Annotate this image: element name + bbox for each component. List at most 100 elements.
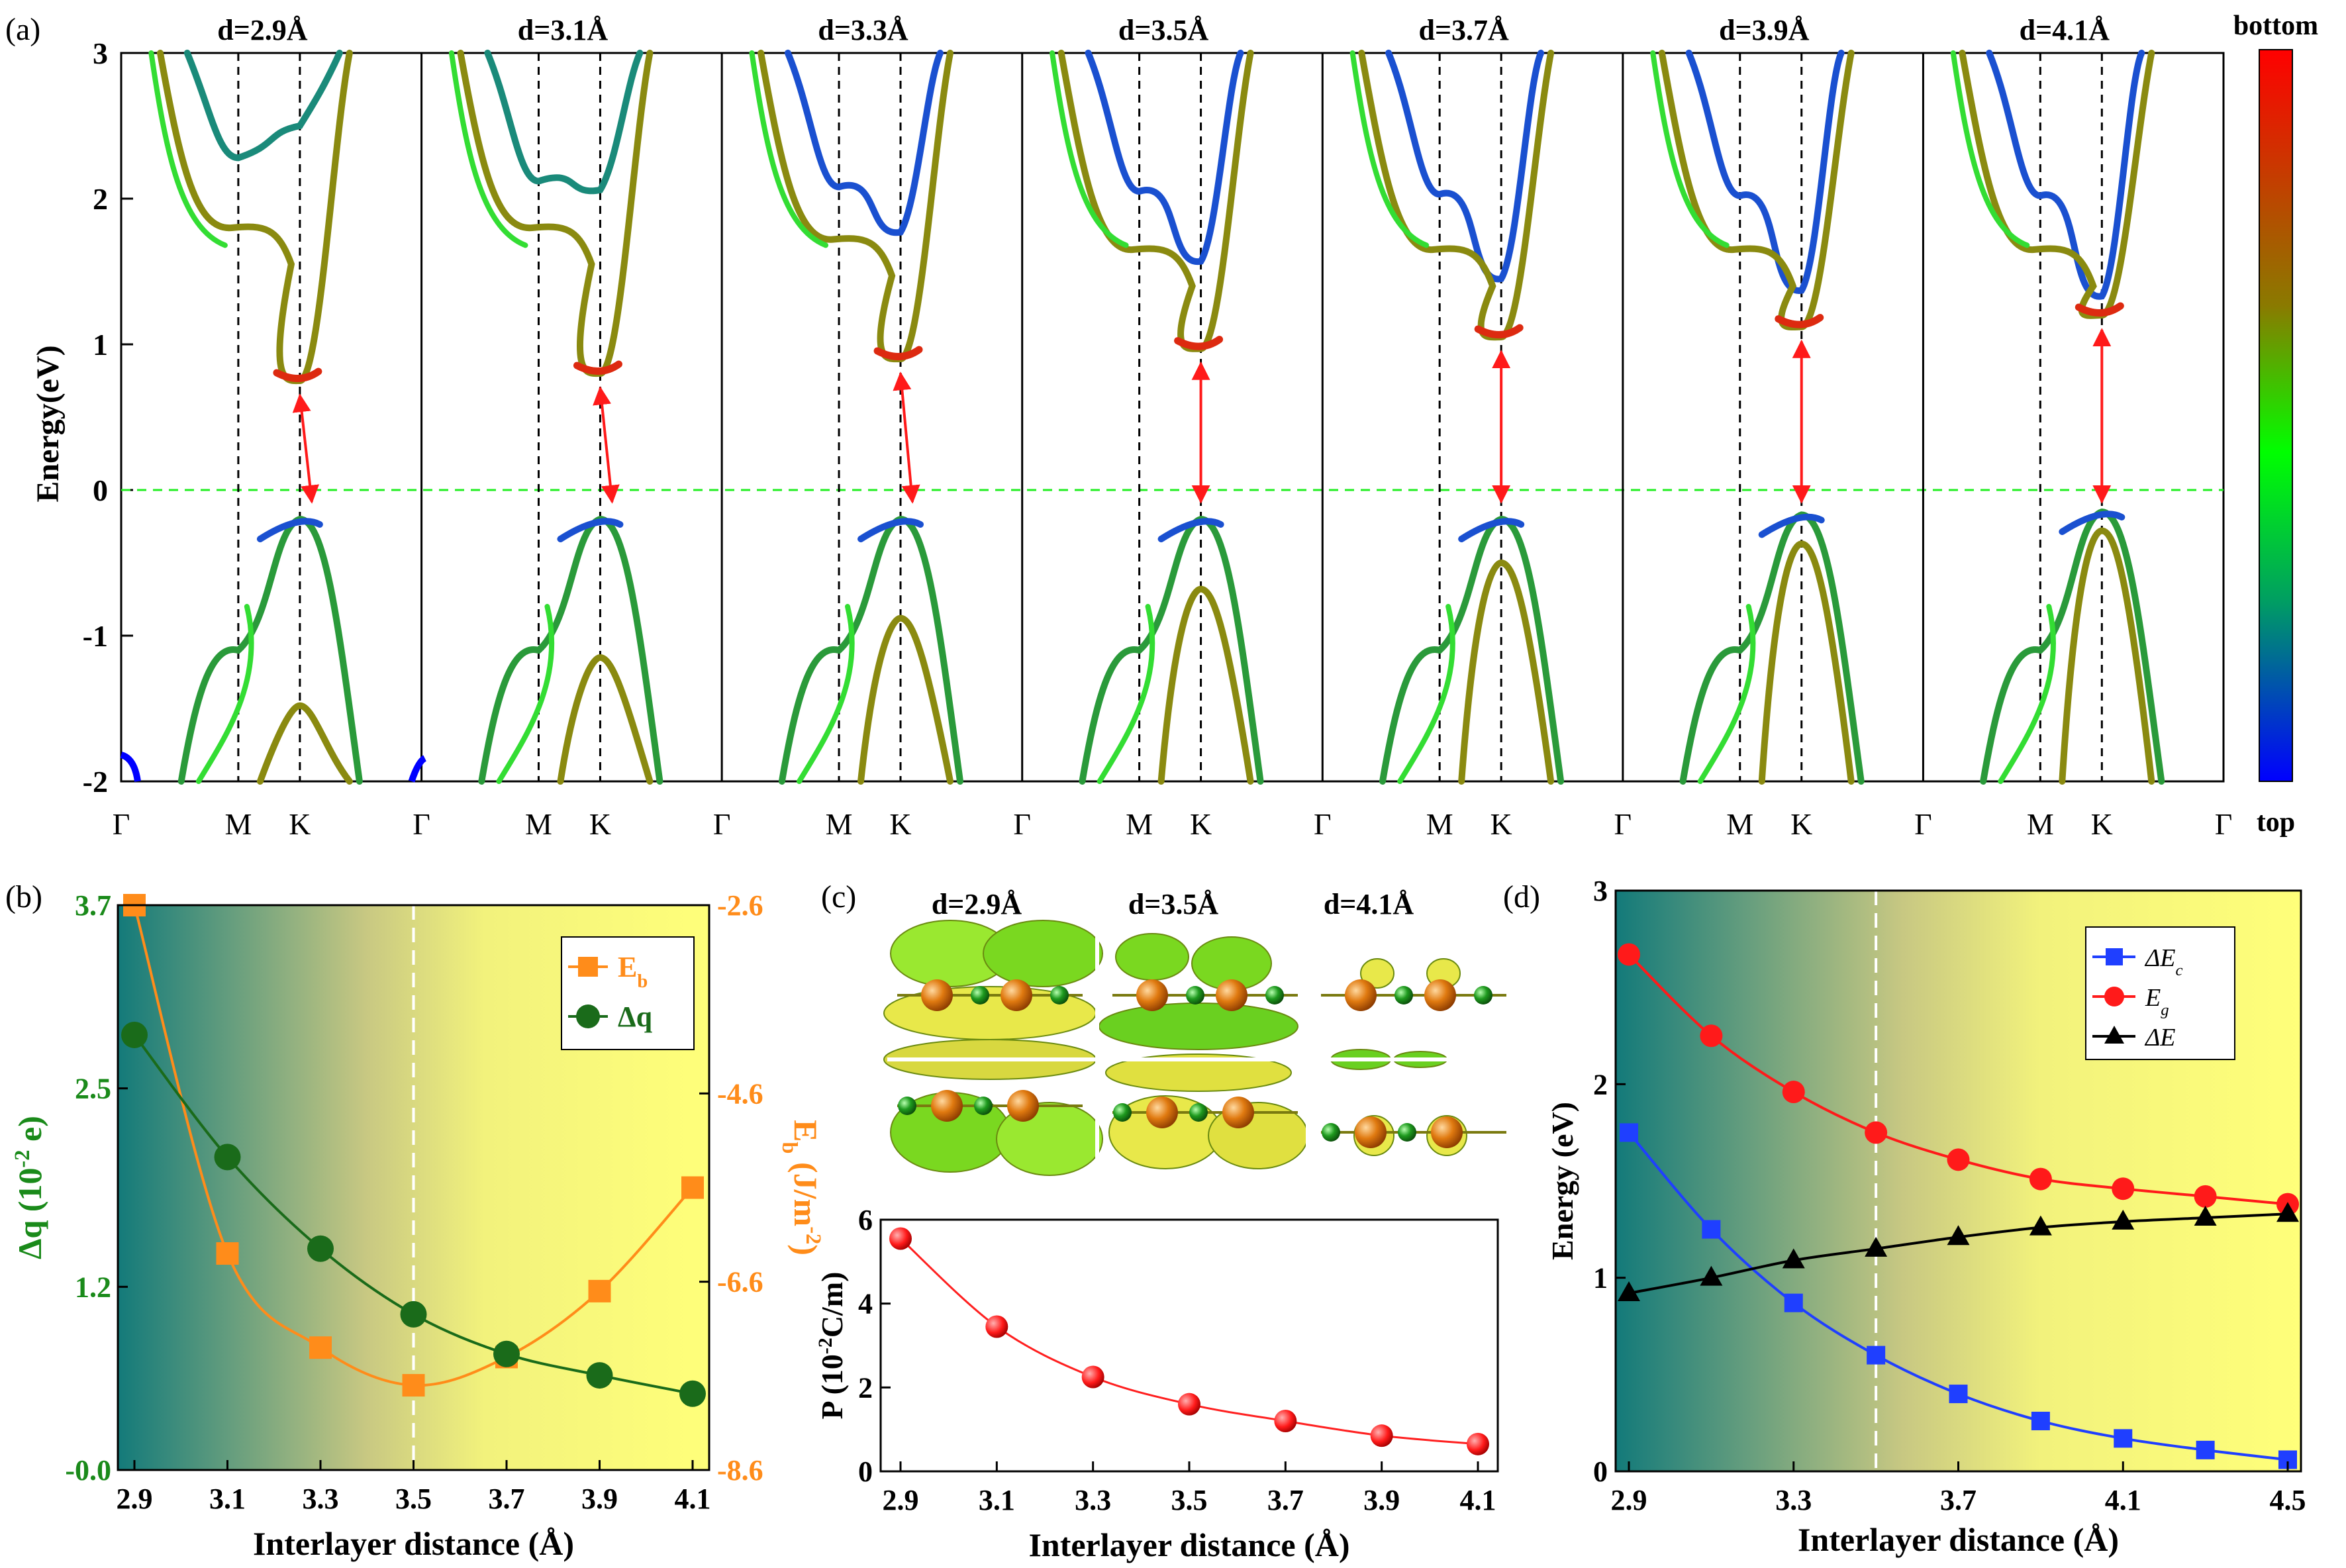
x-tick-label: 3.7 — [489, 1483, 525, 1515]
x-axis-label: Interlayer distance (Å) — [253, 1525, 574, 1562]
k-label-m: M — [1126, 807, 1153, 841]
k-label-gamma: Γ — [113, 807, 130, 841]
delta-e-marker — [2112, 1209, 2135, 1230]
eb-marker — [309, 1336, 332, 1359]
conduction-band-upper — [1685, 50, 1845, 294]
x-tick-label: 3.5 — [395, 1483, 432, 1515]
legend-box — [561, 936, 695, 1050]
subpanel-title: d=3.1Å — [518, 14, 609, 46]
delta-e-marker — [2029, 1215, 2052, 1236]
valence-band-side — [496, 604, 555, 784]
k-label-gamma: Γ — [413, 807, 430, 841]
cbm-highlight — [573, 360, 622, 375]
valence-band-top — [478, 515, 663, 785]
colorbar-bottom-label: top — [2257, 807, 2295, 838]
k-label-m: M — [826, 807, 853, 841]
x-tick-label: 3.3 — [1775, 1484, 1812, 1516]
dq-marker — [493, 1340, 520, 1367]
k-label-gamma: Γ — [1314, 807, 1332, 841]
eg-marker — [2194, 1185, 2217, 1208]
legend-dq-marker — [576, 1004, 600, 1028]
atom-green — [898, 1097, 916, 1115]
valence-band-second — [1758, 540, 1855, 785]
conduction-band-lowest — [1358, 50, 1555, 341]
k-label-m: M — [525, 807, 552, 841]
k-label-k: K — [1790, 807, 1812, 841]
eb-marker — [588, 1279, 611, 1302]
conduction-band-side — [1950, 50, 2030, 248]
right-tick-label: -8.6 — [717, 1454, 763, 1487]
y-tick-label: 0 — [1593, 1455, 1608, 1488]
y-tick-label: -2 — [83, 765, 108, 799]
atom-orange — [1136, 979, 1168, 1011]
panel-d-chart: 0 1 2 3 2.9 3.3 3.7 4.1 4.5 Interlayer distance (… — [1545, 875, 2306, 1558]
charge-density-illustration — [883, 920, 1506, 1185]
k-label-m: M — [224, 807, 252, 841]
legend-delta-e-label: ΔE — [2144, 1024, 2176, 1052]
eg-marker — [1618, 943, 1640, 966]
plot-frame — [879, 1218, 1499, 1473]
conduction-band-side — [148, 50, 228, 248]
x-tick-label: 2.9 — [883, 1484, 919, 1516]
delta-ec-marker — [1784, 1293, 1803, 1312]
x-tick-label: 3.3 — [303, 1483, 339, 1515]
valence-band-side — [797, 604, 855, 784]
conduction-band-upper — [784, 50, 944, 236]
panel-c-chart: d=2.9Å d=3.5Å d=4.1Å 0 2 4 6 2.9 3.1 3.3 3.5 3.7 3.9… — [814, 888, 1506, 1563]
valence-band-side — [1097, 604, 1155, 784]
atom-orange — [921, 979, 953, 1011]
x-tick-label: 4.5 — [2270, 1484, 2306, 1516]
subpanel-title: d=3.9Å — [1719, 14, 1810, 46]
y-tick-label: 0 — [858, 1455, 873, 1488]
valence-band-side — [1397, 604, 1455, 784]
vbm-highlight — [557, 518, 624, 542]
atom-orange — [1431, 1116, 1463, 1148]
subpanel-title: d=3.3Å — [818, 14, 908, 46]
eg-marker — [1700, 1024, 1723, 1048]
x-tick-label: 4.1 — [1460, 1484, 1496, 1516]
k-label-gamma-end: Γ — [2215, 807, 2233, 841]
x-tick-label: 4.1 — [2105, 1484, 2141, 1516]
inset-title: d=2.9Å — [932, 888, 1022, 920]
conduction-band-side — [1050, 50, 1129, 248]
delta-ec-marker — [2196, 1440, 2215, 1459]
band-plot-frame — [120, 52, 2225, 783]
y-tick-label: 1 — [1593, 1262, 1608, 1295]
delta-e-marker — [1947, 1225, 1970, 1246]
band-gap-arrow — [292, 393, 319, 504]
atom-green — [1050, 986, 1069, 1004]
delta-ec-marker — [1702, 1220, 1721, 1239]
left-tick-label: -0.0 — [65, 1454, 111, 1487]
left-axis-label: Δq (10-2 e) — [11, 1116, 48, 1259]
subpanel-title: d=4.1Å — [2020, 14, 2110, 46]
x-tick-label: 3.7 — [1940, 1484, 1977, 1516]
atom-green — [1322, 1123, 1340, 1142]
vbm-highlight — [1157, 518, 1224, 542]
panel-a-label: (a) — [5, 12, 40, 47]
conduction-band-lowest — [1959, 50, 2155, 319]
delta-e-marker — [2194, 1206, 2217, 1226]
polarization-marker — [1467, 1432, 1489, 1455]
atom-green — [974, 1097, 993, 1115]
y-axis-label: P (10-2C/m) — [814, 1272, 850, 1420]
subpanel-title: d=2.9Å — [217, 14, 308, 46]
delta-e-marker — [1865, 1236, 1888, 1257]
atom-green — [1113, 1103, 1132, 1122]
inset-title: d=3.5Å — [1128, 888, 1219, 920]
legend-marker — [2104, 1026, 2124, 1044]
valence-band-top — [177, 515, 363, 785]
valence-band-second — [2059, 527, 2155, 785]
conduction-band-upper — [183, 50, 343, 162]
valence-band-top — [1679, 511, 1865, 785]
x-tick-label: 3.1 — [209, 1483, 246, 1515]
gamma-band-fragment — [408, 755, 427, 783]
right-tick-label: -4.6 — [717, 1077, 763, 1110]
atom-green — [971, 986, 989, 1004]
band-subpanel: d=3.9Å Γ M K — [1614, 14, 1865, 841]
atom-green — [1398, 1123, 1416, 1142]
atom-orange — [1222, 1097, 1254, 1128]
y-tick-label: 0 — [93, 473, 108, 507]
k-label-k: K — [2091, 807, 2113, 841]
delta-ec-marker — [2031, 1411, 2050, 1430]
